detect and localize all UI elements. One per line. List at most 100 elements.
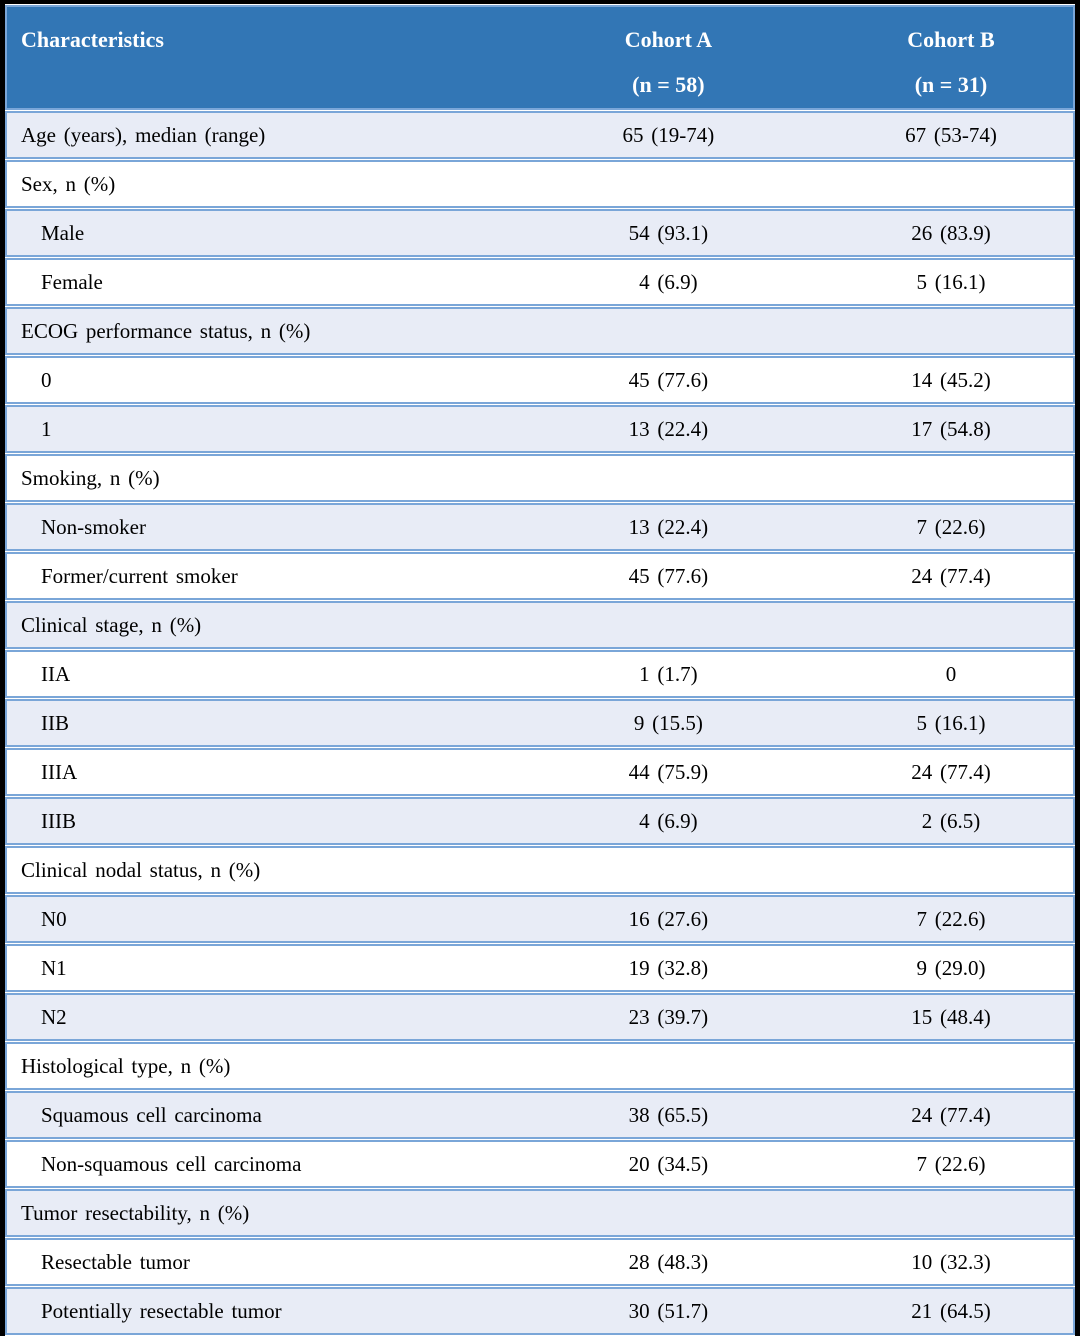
cohort-b-value: 0 [828, 650, 1075, 698]
cohort-b-value [828, 307, 1075, 355]
cohort-b-value: 21 (64.5) [828, 1287, 1075, 1335]
characteristic-cell: Age (years), median (range) [5, 111, 508, 159]
cohort-a-value: 28 (48.3) [507, 1238, 829, 1286]
table-row: 1 13 (22.4) 17 (54.8) [5, 405, 1075, 453]
cohort-a-value: 44 (75.9) [507, 748, 829, 796]
cohort-a-value: 16 (27.6) [507, 895, 829, 943]
cohort-a-value: 1 (1.7) [507, 650, 829, 698]
table-row: IIA 1 (1.7) 0 [5, 650, 1075, 698]
table-row: IIIA 44 (75.9) 24 (77.4) [5, 748, 1075, 796]
characteristics-table: Characteristics Cohort A (n = 58) Cohort… [5, 4, 1075, 1336]
characteristic-cell: N1 [5, 944, 508, 992]
cohort-b-value [828, 601, 1075, 649]
header-cohort-b-title: Cohort B [907, 27, 995, 52]
characteristic-cell: Clinical stage, n (%) [5, 601, 508, 649]
characteristic-cell: IIA [5, 650, 508, 698]
characteristic-cell: IIB [5, 699, 508, 747]
cohort-b-value: 7 (22.6) [828, 1140, 1075, 1188]
characteristic-cell: 0 [5, 356, 508, 404]
table-row: Non-squamous cell carcinoma 20 (34.5) 7 … [5, 1140, 1075, 1188]
table-row: Tumor resectability, n (%) [5, 1189, 1075, 1237]
table-row: N2 23 (39.7) 15 (48.4) [5, 993, 1075, 1041]
cohort-b-value: 67 (53-74) [828, 111, 1075, 159]
cohort-a-value: 54 (93.1) [507, 209, 829, 257]
header-characteristics: Characteristics [5, 5, 508, 110]
cohort-a-value [507, 846, 829, 894]
cohort-a-value [507, 454, 829, 502]
table-row: IIIB 4 (6.9) 2 (6.5) [5, 797, 1075, 845]
characteristic-cell: Clinical nodal status, n (%) [5, 846, 508, 894]
characteristic-cell: IIIB [5, 797, 508, 845]
characteristic-cell: Male [5, 209, 508, 257]
cohort-a-value: 45 (77.6) [507, 552, 829, 600]
table-row: Clinical stage, n (%) [5, 601, 1075, 649]
header-cohort-a: Cohort A (n = 58) [507, 5, 829, 110]
cohort-b-value: 17 (54.8) [828, 405, 1075, 453]
cohort-a-value: 4 (6.9) [507, 258, 829, 306]
table-row: Male 54 (93.1) 26 (83.9) [5, 209, 1075, 257]
characteristic-cell: Non-squamous cell carcinoma [5, 1140, 508, 1188]
cohort-b-value: 9 (29.0) [828, 944, 1075, 992]
cohort-a-value [507, 160, 829, 208]
image-frame: Characteristics Cohort A (n = 58) Cohort… [5, 4, 1075, 1336]
characteristic-cell: N0 [5, 895, 508, 943]
characteristic-cell: Sex, n (%) [5, 160, 508, 208]
table-row: Resectable tumor 28 (48.3) 10 (32.3) [5, 1238, 1075, 1286]
table-row: Clinical nodal status, n (%) [5, 846, 1075, 894]
header-characteristics-label: Characteristics [21, 27, 164, 52]
cohort-a-value: 20 (34.5) [507, 1140, 829, 1188]
characteristic-cell: Squamous cell carcinoma [5, 1091, 508, 1139]
table-row: Sex, n (%) [5, 160, 1075, 208]
header-cohort-a-title: Cohort A [624, 27, 713, 52]
cohort-b-value: 5 (16.1) [828, 258, 1075, 306]
header-cohort-b-n: (n = 31) [914, 72, 988, 97]
characteristic-cell: Histological type, n (%) [5, 1042, 508, 1090]
cohort-b-value [828, 846, 1075, 894]
table-row: IIB 9 (15.5) 5 (16.1) [5, 699, 1075, 747]
header-cohort-a-n: (n = 58) [632, 72, 705, 97]
cohort-a-value: 19 (32.8) [507, 944, 829, 992]
characteristic-cell: 1 [5, 405, 508, 453]
characteristic-cell: ECOG performance status, n (%) [5, 307, 508, 355]
cohort-a-value [507, 1042, 829, 1090]
cohort-a-value: 4 (6.9) [507, 797, 829, 845]
cohort-b-value: 24 (77.4) [828, 552, 1075, 600]
cohort-b-value [828, 1042, 1075, 1090]
characteristic-cell: IIIA [5, 748, 508, 796]
table-row: Squamous cell carcinoma 38 (65.5) 24 (77… [5, 1091, 1075, 1139]
table-row: Histological type, n (%) [5, 1042, 1075, 1090]
cohort-a-value: 38 (65.5) [507, 1091, 829, 1139]
table-row: Female 4 (6.9) 5 (16.1) [5, 258, 1075, 306]
cohort-a-value: 45 (77.6) [507, 356, 829, 404]
table-row: Age (years), median (range) 65 (19-74) 6… [5, 111, 1075, 159]
cohort-b-value [828, 160, 1075, 208]
cohort-b-value: 24 (77.4) [828, 1091, 1075, 1139]
characteristic-cell: Female [5, 258, 508, 306]
cohort-a-value: 13 (22.4) [507, 503, 829, 551]
characteristic-cell: N2 [5, 993, 508, 1041]
cohort-b-value: 14 (45.2) [828, 356, 1075, 404]
characteristic-cell: Smoking, n (%) [5, 454, 508, 502]
header-row: Characteristics Cohort A (n = 58) Cohort… [5, 5, 1075, 110]
table-row: Potentially resectable tumor 30 (51.7) 2… [5, 1287, 1075, 1335]
table-header: Characteristics Cohort A (n = 58) Cohort… [5, 5, 1075, 110]
table-row: N0 16 (27.6) 7 (22.6) [5, 895, 1075, 943]
cohort-b-value [828, 1189, 1075, 1237]
cohort-b-value: 7 (22.6) [828, 895, 1075, 943]
table-row: Former/current smoker 45 (77.6) 24 (77.4… [5, 552, 1075, 600]
table-body: Age (years), median (range) 65 (19-74) 6… [5, 111, 1075, 1335]
table-row: 0 45 (77.6) 14 (45.2) [5, 356, 1075, 404]
cohort-a-value: 9 (15.5) [507, 699, 829, 747]
characteristic-cell: Resectable tumor [5, 1238, 508, 1286]
characteristic-cell: Tumor resectability, n (%) [5, 1189, 508, 1237]
cohort-b-value: 26 (83.9) [828, 209, 1075, 257]
characteristic-cell: Non-smoker [5, 503, 508, 551]
cohort-a-value [507, 601, 829, 649]
cohort-a-value: 30 (51.7) [507, 1287, 829, 1335]
cohort-b-value: 5 (16.1) [828, 699, 1075, 747]
cohort-a-value [507, 1189, 829, 1237]
cohort-b-value [828, 454, 1075, 502]
cohort-a-value: 65 (19-74) [507, 111, 829, 159]
cohort-b-value: 7 (22.6) [828, 503, 1075, 551]
cohort-a-value: 13 (22.4) [507, 405, 829, 453]
